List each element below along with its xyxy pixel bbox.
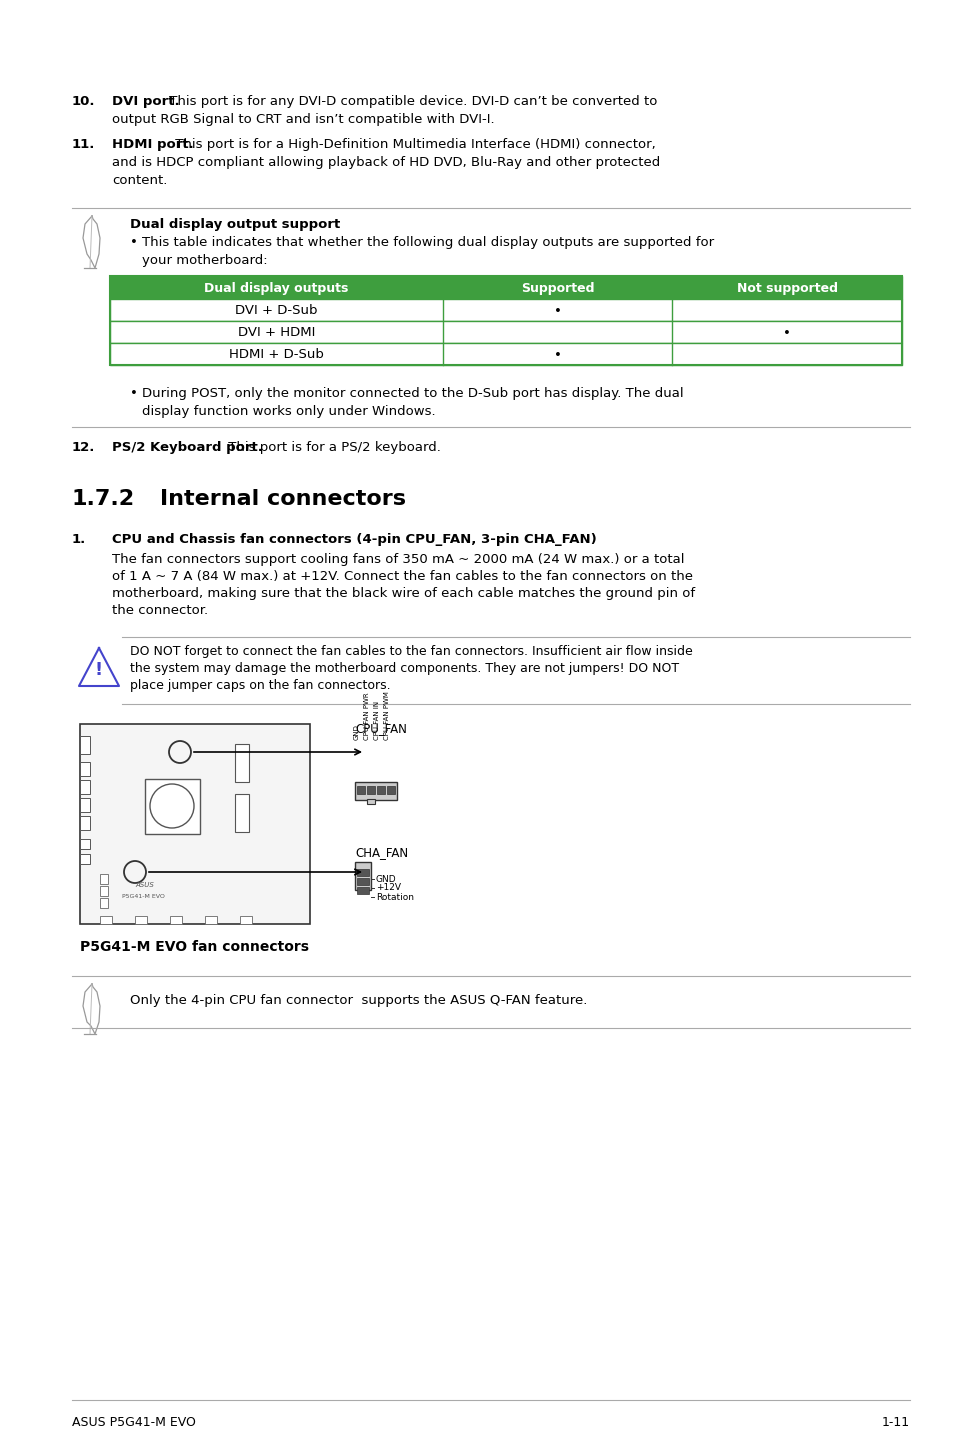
- Text: Dual display outputs: Dual display outputs: [204, 282, 348, 295]
- Bar: [234, 793, 249, 832]
- Bar: [80, 839, 90, 849]
- Text: and is HDCP compliant allowing playback of HD DVD, Blu-Ray and other protected: and is HDCP compliant allowing playback …: [112, 156, 659, 169]
- Bar: [205, 916, 216, 924]
- Text: P5G41-M EVO: P5G41-M EVO: [122, 894, 165, 899]
- Text: ASUS: ASUS: [135, 882, 153, 888]
- Text: output RGB Signal to CRT and isn’t compatible with DVI-I.: output RGB Signal to CRT and isn’t compa…: [112, 113, 494, 126]
- Bar: [387, 786, 395, 793]
- Text: •: •: [553, 348, 560, 361]
- Bar: [100, 886, 108, 896]
- Bar: [80, 725, 310, 924]
- Bar: [170, 916, 182, 924]
- Bar: [367, 799, 375, 803]
- Text: Only the 4-pin CPU fan connector  supports the ASUS Q-FAN feature.: Only the 4-pin CPU fan connector support…: [130, 994, 587, 1007]
- Text: motherboard, making sure that the black wire of each cable matches the ground pi: motherboard, making sure that the black …: [112, 587, 695, 600]
- Text: HDMI port.: HDMI port.: [112, 137, 193, 150]
- Bar: [356, 886, 369, 894]
- Bar: [135, 916, 147, 924]
- Text: GND: GND: [375, 875, 396, 884]
- Text: GND: GND: [354, 725, 359, 740]
- Bar: [110, 321, 901, 344]
- Text: DVI + HDMI: DVI + HDMI: [237, 326, 314, 339]
- Text: During POST, only the monitor connected to the D-Sub port has display. The dual: During POST, only the monitor connected …: [142, 387, 683, 400]
- Text: of 1 A ~ 7 A (84 W max.) at +12V. Connect the fan cables to the fan connectors o: of 1 A ~ 7 A (84 W max.) at +12V. Connec…: [112, 570, 692, 583]
- Text: •: •: [130, 236, 138, 249]
- Text: This port is for any DVI-D compatible device. DVI-D can’t be converted to: This port is for any DVI-D compatible de…: [165, 95, 657, 107]
- Bar: [145, 779, 200, 833]
- Text: Internal connectors: Internal connectors: [160, 488, 406, 508]
- Text: •: •: [130, 387, 138, 400]
- Bar: [80, 798, 90, 812]
- Text: +12V: +12V: [375, 884, 400, 892]
- Text: display function works only under Windows.: display function works only under Window…: [142, 405, 436, 418]
- Bar: [100, 874, 108, 884]
- Bar: [367, 786, 375, 793]
- Text: place jumper caps on the fan connectors.: place jumper caps on the fan connectors.: [130, 679, 390, 692]
- Text: CPU FAN PWM: CPU FAN PWM: [384, 692, 390, 740]
- Text: CPU and Chassis fan connectors (4-pin CPU_FAN, 3-pin CHA_FAN): CPU and Chassis fan connectors (4-pin CP…: [112, 533, 597, 546]
- Bar: [100, 898, 108, 908]
- Text: DVI + D-Sub: DVI + D-Sub: [234, 305, 317, 318]
- Bar: [80, 816, 90, 831]
- Text: This table indicates that whether the following dual display outputs are support: This table indicates that whether the fo…: [142, 236, 714, 249]
- Text: This port is for a PS/2 keyboard.: This port is for a PS/2 keyboard.: [224, 441, 440, 454]
- Text: 1-11: 1-11: [881, 1416, 909, 1429]
- Bar: [80, 736, 90, 755]
- Bar: [356, 786, 365, 793]
- Bar: [355, 782, 396, 800]
- Bar: [376, 786, 385, 793]
- Text: the system may damage the motherboard components. They are not jumpers! DO NOT: the system may damage the motherboard co…: [130, 662, 679, 674]
- Text: your motherboard:: your motherboard:: [142, 253, 268, 266]
- Text: PS/2 Keyboard port.: PS/2 Keyboard port.: [112, 441, 263, 454]
- Bar: [234, 745, 249, 782]
- Text: DVI port.: DVI port.: [112, 95, 179, 107]
- Text: HDMI + D-Sub: HDMI + D-Sub: [229, 348, 323, 361]
- Bar: [110, 299, 901, 321]
- Text: Supported: Supported: [520, 282, 594, 295]
- Text: the connector.: the connector.: [112, 604, 208, 617]
- Text: Dual display output support: Dual display output support: [130, 218, 340, 231]
- Bar: [356, 869, 369, 876]
- Text: 1.7.2: 1.7.2: [71, 488, 135, 508]
- Text: 10.: 10.: [71, 95, 95, 107]
- Bar: [110, 276, 901, 299]
- Bar: [355, 862, 371, 891]
- Text: CPU_FAN: CPU_FAN: [355, 722, 406, 735]
- Text: Not supported: Not supported: [736, 282, 837, 295]
- Bar: [356, 878, 369, 885]
- Bar: [80, 762, 90, 776]
- Text: !: !: [95, 662, 103, 679]
- Text: •: •: [553, 305, 560, 318]
- Text: CPU FAN PWR: CPU FAN PWR: [364, 693, 370, 740]
- Bar: [110, 276, 901, 365]
- Text: CPU FAN IN: CPU FAN IN: [374, 700, 379, 740]
- Text: DO NOT forget to connect the fan cables to the fan connectors. Insufficient air : DO NOT forget to connect the fan cables …: [130, 644, 692, 657]
- Bar: [80, 853, 90, 863]
- Text: The fan connectors support cooling fans of 350 mA ~ 2000 mA (24 W max.) or a tot: The fan connectors support cooling fans …: [112, 553, 684, 566]
- Text: 12.: 12.: [71, 441, 95, 454]
- Text: •: •: [782, 326, 790, 339]
- Bar: [240, 916, 252, 924]
- Text: ASUS P5G41-M EVO: ASUS P5G41-M EVO: [71, 1416, 195, 1429]
- Text: This port is for a High-Definition Multimedia Interface (HDMI) connector,: This port is for a High-Definition Multi…: [171, 137, 655, 150]
- Text: 1.: 1.: [71, 533, 86, 546]
- Text: 11.: 11.: [71, 137, 95, 150]
- Text: content.: content.: [112, 175, 167, 188]
- Bar: [100, 916, 112, 924]
- Text: P5G41-M EVO fan connectors: P5G41-M EVO fan connectors: [80, 939, 309, 954]
- Bar: [110, 344, 901, 365]
- Text: Rotation: Rotation: [375, 892, 414, 902]
- Bar: [80, 780, 90, 793]
- Text: CHA_FAN: CHA_FAN: [355, 846, 408, 859]
